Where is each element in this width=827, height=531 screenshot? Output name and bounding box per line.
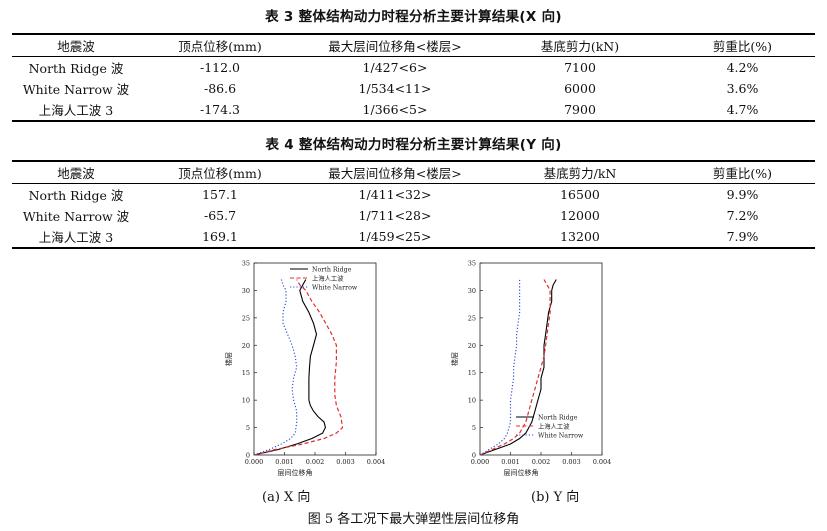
table-row: White Narrow 波 -86.6 1/534<11> 6000 3.6% bbox=[12, 78, 815, 99]
table3: 地震波 顶点位移(mm) 最大层间位移角<楼层> 基底剪力(kN) 剪重比(%)… bbox=[12, 33, 815, 122]
series-line bbox=[253, 279, 326, 456]
x-axis-label: 层间位移角 bbox=[278, 468, 313, 477]
y-tick-label: 10 bbox=[468, 397, 476, 405]
y-tick-label: 15 bbox=[242, 369, 250, 377]
table-cell: 169.1 bbox=[202, 229, 238, 244]
y-axis-label: 楼层 bbox=[450, 352, 459, 366]
series-line bbox=[253, 279, 344, 456]
legend-label: White Narrow bbox=[312, 284, 358, 291]
table-cell: 9.9% bbox=[726, 187, 759, 202]
legend-label: 上海人工波 bbox=[312, 273, 344, 282]
y-tick-label: 25 bbox=[242, 314, 250, 322]
figure-caption: 图 5 各工况下最大弹塑性层间位移角 bbox=[307, 512, 520, 527]
table-cell: 7100 bbox=[564, 60, 596, 75]
table3-header-cell: 地震波 bbox=[57, 39, 95, 54]
table-cell: White Narrow 波 bbox=[22, 209, 130, 224]
chart-y-direction: 0.000 0.001 0.002 0.003 0.004 0 5 10 15 20 25 30 35 层… bbox=[450, 260, 612, 478]
table-row: North Ridge 波 157.1 1/411<32> 16500 9.9% bbox=[12, 184, 815, 206]
table-cell: 157.1 bbox=[202, 187, 238, 202]
x-tick-label: 0.002 bbox=[306, 458, 325, 466]
table3-title: 表 3 整体结构动力时程分析主要计算结果(X 向) bbox=[265, 9, 562, 25]
y-tick-label: 15 bbox=[468, 369, 476, 377]
series-line bbox=[253, 279, 298, 456]
table-cell: 上海人工波 3 bbox=[38, 230, 114, 245]
series-line bbox=[479, 279, 521, 456]
table-cell: 7.2% bbox=[726, 208, 759, 223]
x-tick-label: 0.003 bbox=[336, 458, 355, 466]
table3-header-row: 地震波 顶点位移(mm) 最大层间位移角<楼层> 基底剪力(kN) 剪重比(%) bbox=[12, 34, 815, 57]
table-cell: 3.6% bbox=[726, 81, 759, 96]
table-cell: 7.9% bbox=[726, 229, 759, 244]
legend-label: North Ridge bbox=[538, 414, 578, 421]
table-cell: 上海人工波 3 bbox=[38, 103, 114, 118]
legend-label: North Ridge bbox=[312, 266, 352, 273]
table-cell: North Ridge 波 bbox=[28, 61, 124, 76]
chart-y-caption: (b) Y 向 bbox=[531, 490, 580, 505]
table-cell: North Ridge 波 bbox=[28, 188, 124, 203]
table-cell: -174.3 bbox=[199, 102, 240, 117]
y-tick-label: 5 bbox=[472, 424, 476, 432]
y-tick-label: 35 bbox=[468, 260, 476, 268]
table-cell: 13200 bbox=[560, 229, 600, 244]
table4-header-cell: 基底剪力/kN bbox=[543, 166, 617, 181]
table-cell: -86.6 bbox=[203, 81, 237, 96]
table3-header-cell: 基底剪力(kN) bbox=[540, 39, 620, 54]
y-tick-label: 5 bbox=[246, 424, 250, 432]
x-tick-label: 0.001 bbox=[501, 458, 520, 466]
table-cell: 4.2% bbox=[726, 60, 759, 75]
table4-header-cell: 地震波 bbox=[57, 166, 95, 181]
y-tick-label: 0 bbox=[246, 452, 250, 460]
table3-header-cell: 顶点位移(mm) bbox=[178, 39, 262, 54]
table4-header-cell: 剪重比(%) bbox=[712, 166, 773, 181]
x-tick-label: 0.003 bbox=[562, 458, 581, 466]
table3-header-cell: 最大层间位移角<楼层> bbox=[328, 39, 462, 54]
table4-header-cell: 顶点位移(mm) bbox=[178, 166, 262, 181]
legend-label: White Narrow bbox=[538, 432, 584, 439]
table4-header-row: 地震波 顶点位移(mm) 最大层间位移角<楼层> 基底剪力/kN 剪重比(%) bbox=[12, 161, 815, 184]
table-cell: 1/459<25> bbox=[358, 229, 432, 244]
table4-title: 表 4 整体结构动力时程分析主要计算结果(Y 向) bbox=[265, 137, 562, 153]
y-tick-label: 30 bbox=[242, 287, 250, 295]
table-cell: 4.7% bbox=[726, 102, 759, 117]
table-cell: 1/411<32> bbox=[358, 187, 432, 202]
y-tick-label: 35 bbox=[242, 260, 250, 268]
x-tick-label: 0.002 bbox=[532, 458, 551, 466]
series-line bbox=[479, 279, 557, 456]
table-cell: -112.0 bbox=[199, 60, 240, 75]
x-tick-label: 0.004 bbox=[593, 458, 612, 466]
y-tick-label: 20 bbox=[468, 342, 476, 350]
table-cell: -65.7 bbox=[203, 208, 237, 223]
y-axis-label: 楼层 bbox=[224, 352, 233, 366]
x-tick-label: 0.001 bbox=[275, 458, 294, 466]
y-tick-label: 25 bbox=[468, 314, 476, 322]
table-cell: 1/534<11> bbox=[358, 81, 432, 96]
table-cell: 6000 bbox=[564, 81, 596, 96]
table-cell: 1/427<6> bbox=[362, 60, 428, 75]
x-axis-label: 层间位移角 bbox=[504, 468, 539, 477]
table-row: 上海人工波 3 -174.3 1/366<5> 7900 4.7% bbox=[12, 99, 815, 121]
legend-label: 上海人工波 bbox=[538, 421, 570, 430]
table-cell: 1/366<5> bbox=[362, 102, 428, 117]
table-row: White Narrow 波 -65.7 1/711<28> 12000 7.2… bbox=[12, 205, 815, 226]
table-cell: 16500 bbox=[560, 187, 600, 202]
table-cell: 7900 bbox=[564, 102, 596, 117]
y-tick-label: 10 bbox=[242, 397, 250, 405]
table-row: 上海人工波 3 169.1 1/459<25> 13200 7.9% bbox=[12, 226, 815, 248]
x-tick-label: 0.004 bbox=[367, 458, 386, 466]
x-tick-label: 0.000 bbox=[245, 458, 264, 466]
table-row: North Ridge 波 -112.0 1/427<6> 7100 4.2% bbox=[12, 57, 815, 79]
table-cell: White Narrow 波 bbox=[22, 82, 130, 97]
x-tick-label: 0.000 bbox=[471, 458, 490, 466]
table-cell: 12000 bbox=[560, 208, 600, 223]
plot-frame bbox=[253, 262, 377, 456]
table4-header-cell: 最大层间位移角<楼层> bbox=[328, 166, 462, 181]
table3-header-cell: 剪重比(%) bbox=[712, 39, 773, 54]
y-tick-label: 0 bbox=[472, 452, 476, 460]
table-cell: 1/711<28> bbox=[358, 208, 432, 223]
table4: 地震波 顶点位移(mm) 最大层间位移角<楼层> 基底剪力/kN 剪重比(%) … bbox=[12, 160, 815, 249]
y-tick-label: 30 bbox=[468, 287, 476, 295]
chart-x-caption: (a) X 向 bbox=[262, 490, 311, 505]
chart-x-direction: 0.000 0.001 0.002 0.003 0.004 0 5 10 15 20 25 30 35 层… bbox=[224, 260, 386, 478]
y-tick-label: 20 bbox=[242, 342, 250, 350]
